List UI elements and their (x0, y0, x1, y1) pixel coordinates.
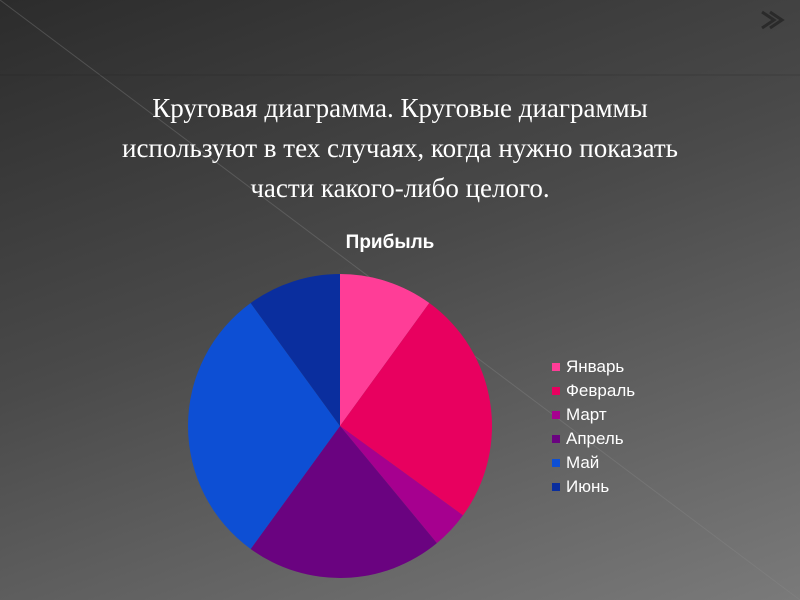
slide-body-text: Круговая диаграмма. Круговые диаграммы и… (60, 88, 740, 208)
legend-item: Январь (552, 355, 635, 379)
slide-text-line: части какого-либо целого. (250, 173, 550, 203)
pie-slice-4 (250, 426, 437, 578)
legend-swatch (552, 435, 560, 443)
pie-slice-3 (340, 426, 463, 544)
slide-text-line: используют в тех случаях, когда нужно по… (122, 133, 678, 163)
chart-title: Прибыль (345, 232, 435, 253)
legend-swatch (552, 459, 560, 467)
legend-item: Июнь (552, 475, 635, 499)
legend-label: Январь (566, 357, 625, 376)
chart-legend: Январь Февраль Март Апрель Май Июнь (552, 355, 635, 499)
legend-label: Апрель (566, 429, 624, 448)
legend-swatch (552, 411, 560, 419)
pie-slice-2 (340, 303, 493, 516)
double-chevron-icon (761, 10, 785, 30)
pie-slice-5 (187, 303, 340, 549)
legend-label: Май (566, 453, 600, 472)
legend-item: Май (552, 451, 635, 475)
legend-item: Март (552, 403, 635, 427)
legend-swatch (552, 363, 560, 371)
legend-label: Июнь (566, 477, 610, 496)
pie-chart (187, 274, 493, 578)
slide-text-line: Круговая диаграмма. Круговые диаграммы (152, 93, 648, 123)
legend-item: Февраль (552, 379, 635, 403)
legend-swatch (552, 483, 560, 491)
pie-slice-6 (250, 274, 340, 426)
legend-item: Апрель (552, 427, 635, 451)
legend-label: Февраль (566, 381, 636, 400)
legend-swatch (552, 387, 560, 395)
legend-label: Март (566, 405, 607, 424)
pie-slice-1 (340, 274, 430, 426)
